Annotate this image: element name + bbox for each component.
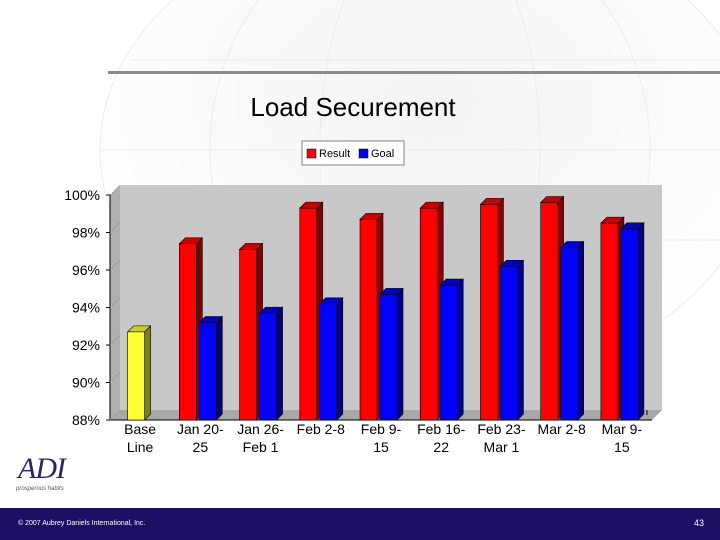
x-tick-label: 15 [614, 439, 630, 455]
header-rule [108, 71, 720, 74]
bar-goal [559, 240, 585, 421]
y-tick-label: 92% [72, 337, 100, 353]
bar-result [600, 216, 625, 421]
y-tick-label: 98% [72, 225, 100, 241]
bar-result [419, 201, 444, 421]
page-number: 43 [693, 518, 704, 528]
bar-goal [319, 297, 344, 421]
x-tick-label: Jan 26- [237, 421, 284, 437]
y-tick-label: 96% [72, 262, 100, 278]
x-axis-labels: Base Line Jan 20- 25 Jan 26- Feb 1 Feb 2-8 Feb … [124, 421, 642, 455]
bar-result [178, 237, 204, 421]
legend: Result Goal [301, 140, 405, 166]
chart-title: Load Securement [250, 92, 456, 122]
bar-goal [439, 278, 464, 421]
x-tick-label: Feb 23- [477, 421, 526, 437]
bar-goal [198, 315, 224, 421]
legend-label-result: Result [319, 148, 350, 160]
bar-result [299, 201, 324, 421]
y-tick-label: 88% [72, 412, 100, 428]
x-tick-label: 22 [433, 439, 449, 455]
x-tick-label: Mar 1 [484, 439, 520, 455]
bar-goal [620, 222, 645, 421]
logo-tagline: prosperous habits [16, 486, 64, 492]
bar-goal [499, 259, 525, 421]
x-tick-label: Jan 20- [177, 421, 224, 437]
plot-left-wall [110, 185, 120, 420]
x-tick-label: 25 [193, 439, 209, 455]
bar-chart: Load Securement Result Goal 100% 98% 96% 94… [64, 92, 662, 455]
y-axis-ticks: 100% 98% 96% 94% 92% 90% 88% [64, 184, 121, 428]
bar-goal [379, 287, 404, 421]
legend-label-goal: Goal [371, 148, 394, 160]
company-logo: ADI prosperous habits [12, 452, 102, 500]
x-tick-label: 15 [373, 439, 389, 455]
x-tick-label: Feb 2-8 [297, 421, 345, 437]
x-tick-label: Feb 16- [417, 421, 466, 437]
logo-mark: ADI [18, 452, 66, 485]
bar-result [359, 212, 384, 421]
legend-swatch-result [306, 148, 317, 159]
baseline-bar [126, 325, 152, 421]
x-tick-label: Mar 2-8 [538, 421, 586, 437]
x-tick-label: Line [127, 439, 154, 455]
y-tick-label: 94% [72, 300, 100, 316]
bar-result [238, 242, 264, 421]
x-tick-label: Feb 9- [361, 421, 402, 437]
footer-bar: © 2007 Aubrey Daniels International, Inc… [0, 508, 720, 540]
x-tick-label: Base [124, 421, 156, 437]
x-tick-label: Feb 1 [243, 439, 279, 455]
y-tick-label: 90% [72, 375, 100, 391]
bar-goal [258, 306, 284, 421]
bar-result [539, 195, 565, 421]
copyright-text: © 2007 Aubrey Daniels International, Inc… [18, 520, 146, 527]
bar-result [479, 197, 505, 421]
bars [126, 195, 645, 421]
x-tick-label: Mar 9- [602, 421, 643, 437]
legend-swatch-goal [358, 148, 369, 159]
y-tick-label: 100% [64, 187, 100, 203]
